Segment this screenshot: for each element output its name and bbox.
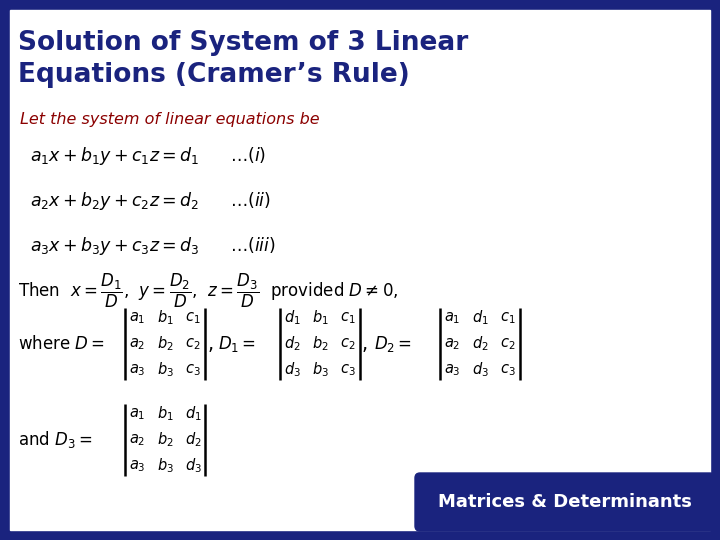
Text: $b_3$: $b_3$ bbox=[156, 457, 174, 475]
Text: $c_3$: $c_3$ bbox=[500, 362, 516, 378]
Text: $c_3$: $c_3$ bbox=[185, 362, 201, 378]
Text: $c_3$: $c_3$ bbox=[340, 362, 356, 378]
Text: $d_1$: $d_1$ bbox=[184, 404, 202, 423]
Text: $a_2x + b_2y + c_2z = d_2$: $a_2x + b_2y + c_2z = d_2$ bbox=[30, 190, 199, 212]
Text: $a_1$: $a_1$ bbox=[129, 406, 145, 422]
Text: Let the system of linear equations be: Let the system of linear equations be bbox=[20, 112, 320, 127]
Text: $b_3$: $b_3$ bbox=[156, 361, 174, 379]
Text: $c_2$: $c_2$ bbox=[500, 336, 516, 352]
Text: $b_2$: $b_2$ bbox=[312, 335, 328, 353]
Text: $a_3x + b_3y + c_3z = d_3$: $a_3x + b_3y + c_3z = d_3$ bbox=[30, 235, 199, 257]
Text: Matrices & Determinants: Matrices & Determinants bbox=[438, 493, 692, 511]
Text: $\ldots(iii)$: $\ldots(iii)$ bbox=[230, 235, 276, 255]
Text: $b_2$: $b_2$ bbox=[157, 335, 174, 353]
Text: $d_3$: $d_3$ bbox=[472, 361, 488, 379]
Text: Then  $x = \dfrac{D_1}{D}$,  $y = \dfrac{D_2}{D}$,  $z = \dfrac{D_3}{D}$  provid: Then $x = \dfrac{D_1}{D}$, $y = \dfrac{D… bbox=[18, 272, 398, 310]
FancyBboxPatch shape bbox=[415, 473, 715, 531]
Text: $a_1x + b_1y + c_1z = d_1$: $a_1x + b_1y + c_1z = d_1$ bbox=[30, 145, 199, 167]
Text: $c_1$: $c_1$ bbox=[500, 310, 516, 326]
Text: $a_2$: $a_2$ bbox=[129, 432, 145, 448]
Text: ,: , bbox=[362, 334, 368, 354]
Text: ,: , bbox=[208, 334, 214, 354]
Text: $d_2$: $d_2$ bbox=[472, 335, 488, 353]
Text: $b_1$: $b_1$ bbox=[157, 309, 174, 327]
Text: $b_3$: $b_3$ bbox=[312, 361, 328, 379]
Text: $c_2$: $c_2$ bbox=[185, 336, 201, 352]
Text: and $D_3 = $: and $D_3 = $ bbox=[18, 429, 93, 450]
Text: $d_1$: $d_1$ bbox=[472, 309, 488, 327]
Text: $d_1$: $d_1$ bbox=[284, 309, 300, 327]
Text: $\ldots(ii)$: $\ldots(ii)$ bbox=[230, 190, 271, 210]
Text: $a_1$: $a_1$ bbox=[444, 310, 460, 326]
Text: $c_1$: $c_1$ bbox=[185, 310, 201, 326]
Text: $b_1$: $b_1$ bbox=[157, 404, 174, 423]
Text: Solution of System of 3 Linear
Equations (Cramer’s Rule): Solution of System of 3 Linear Equations… bbox=[18, 30, 468, 88]
Text: $a_1$: $a_1$ bbox=[129, 310, 145, 326]
Text: $D_1 = $: $D_1 = $ bbox=[218, 334, 256, 354]
Text: $a_3$: $a_3$ bbox=[129, 362, 145, 378]
Text: $a_2$: $a_2$ bbox=[129, 336, 145, 352]
Text: $d_3$: $d_3$ bbox=[284, 361, 300, 379]
Text: where $D = $: where $D = $ bbox=[18, 335, 105, 353]
Text: $b_2$: $b_2$ bbox=[157, 431, 174, 449]
Text: $a_2$: $a_2$ bbox=[444, 336, 460, 352]
Text: $c_1$: $c_1$ bbox=[341, 310, 356, 326]
Text: $D_2 = $: $D_2 = $ bbox=[374, 334, 412, 354]
Text: $b_1$: $b_1$ bbox=[312, 309, 328, 327]
Text: $\ldots(i)$: $\ldots(i)$ bbox=[230, 145, 266, 165]
Text: $a_3$: $a_3$ bbox=[444, 362, 460, 378]
Text: $d_2$: $d_2$ bbox=[284, 335, 300, 353]
Text: $a_3$: $a_3$ bbox=[129, 458, 145, 474]
Text: $d_2$: $d_2$ bbox=[184, 431, 202, 449]
Text: $d_3$: $d_3$ bbox=[184, 457, 202, 475]
Text: $c_2$: $c_2$ bbox=[341, 336, 356, 352]
